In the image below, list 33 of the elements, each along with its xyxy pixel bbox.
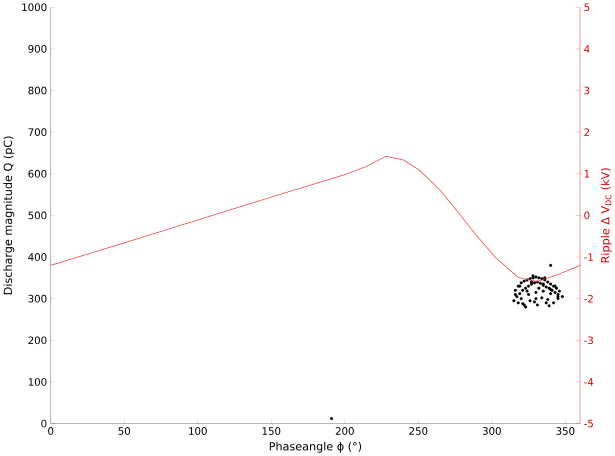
x-tick-label: 250 (409, 427, 428, 435)
y-tick-label: 500 (28, 212, 46, 220)
x-axis-title: Phaseangle ϕ (°) (270, 442, 362, 453)
y-tick-label: 900 (28, 44, 46, 53)
y-tick-label: 300 (28, 294, 46, 302)
y2-tick-label: 0 (584, 212, 590, 220)
y2-tick-label: -2 (584, 294, 593, 302)
y-tick-label: 1000 (22, 3, 46, 12)
y-tick-label: 100 (28, 378, 46, 386)
y-tick-label: 400 (28, 253, 46, 261)
x-tick-label: 150 (262, 427, 280, 435)
y2-tick-label: 5 (584, 3, 590, 11)
x-tick-label: 300 (482, 427, 501, 435)
x-tick-label: 200 (336, 427, 354, 435)
y2-tick-label: -1 (584, 253, 593, 261)
y2-tick-label: 2 (584, 128, 590, 136)
y2-tick-label: 4 (584, 45, 590, 53)
x-tick-label: 350 (556, 427, 574, 435)
y-tick-label: 200 (28, 336, 46, 344)
y2-tick-label: 1 (584, 170, 590, 178)
y2-tick-label: -3 (584, 336, 593, 344)
y-tick-label: 700 (28, 128, 46, 136)
y2-axis-title: Ripple Δ V$_{DC}$ (kV) (600, 168, 612, 262)
y2-tick-label: -4 (584, 378, 594, 386)
y-axis-title: Discharge magnitude Q (pC) (3, 136, 14, 294)
y2-tick-label: 3 (584, 86, 590, 94)
x-tick-label: 50 (118, 427, 130, 435)
y-tick-label: 0 (41, 420, 46, 428)
x-tick-label: 100 (189, 427, 207, 435)
x-tick-label: 0 (48, 427, 54, 435)
y2-tick-label: -5 (584, 420, 593, 428)
y-tick-label: 600 (28, 170, 46, 178)
y-tick-label: 800 (28, 86, 46, 94)
